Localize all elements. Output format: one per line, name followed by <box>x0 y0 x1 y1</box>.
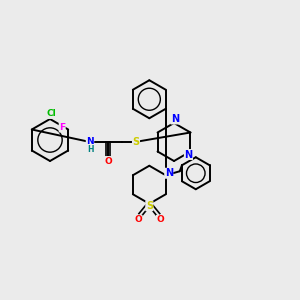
Text: N: N <box>165 168 173 178</box>
Text: O: O <box>104 157 112 166</box>
Text: O: O <box>156 215 164 224</box>
Text: F: F <box>59 123 65 132</box>
Text: N: N <box>86 136 94 146</box>
Text: H: H <box>87 145 93 154</box>
Text: S: S <box>132 137 140 147</box>
Text: N: N <box>184 149 193 160</box>
Text: N: N <box>171 114 179 124</box>
Text: Cl: Cl <box>46 110 56 118</box>
Text: O: O <box>134 215 142 224</box>
Text: S: S <box>146 201 153 211</box>
